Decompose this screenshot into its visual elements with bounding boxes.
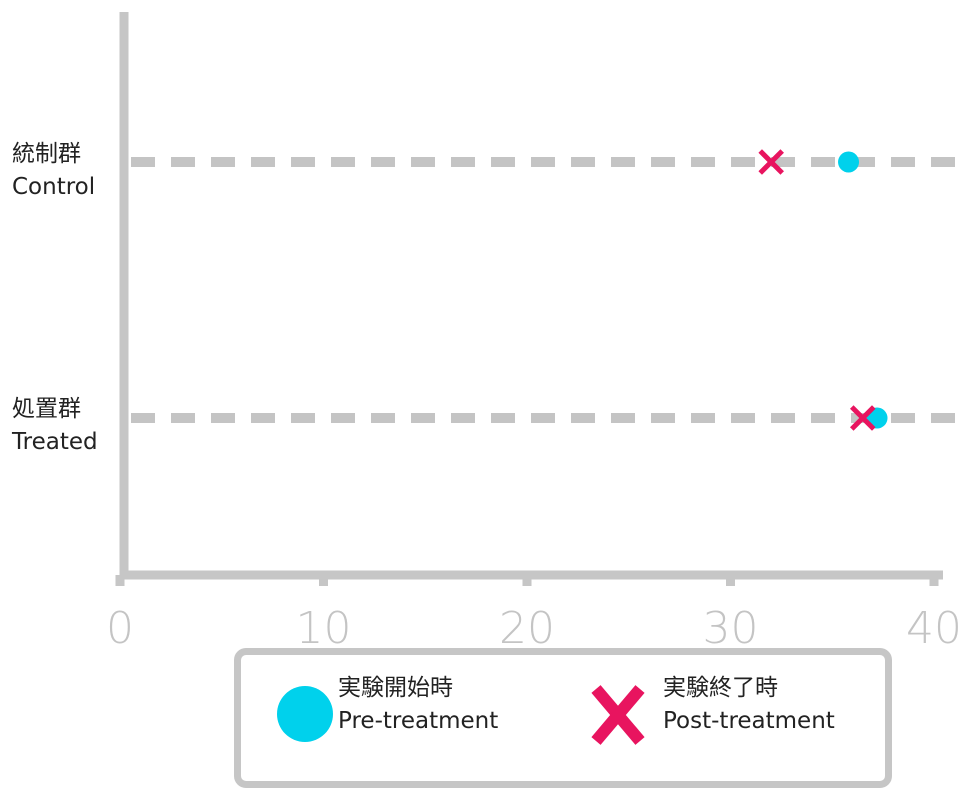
category-label-treated: 処置群 Treated xyxy=(12,393,98,459)
axes xyxy=(119,12,943,580)
chart-canvas: 0 10 20 30 40 xyxy=(106,12,962,654)
data-markers xyxy=(758,149,888,431)
legend-label-en: Pre-treatment xyxy=(338,708,499,734)
legend-item-pre: 実験開始時 Pre-treatment xyxy=(338,672,498,738)
legend-label-jp: 実験終了時 xyxy=(663,675,778,701)
x-ticks: 0 10 20 30 40 xyxy=(106,575,962,654)
legend-label-en: Post-treatment xyxy=(663,708,835,734)
legend: 実験開始時 Pre-treatment 実験終了時 Post-treatment xyxy=(234,648,892,788)
category-guide-lines xyxy=(131,157,962,423)
legend-circle-icon xyxy=(277,686,333,742)
category-label-jp: 処置群 xyxy=(12,396,81,422)
marker-pre-treatment-treated xyxy=(866,407,888,429)
category-label-jp: 統制群 xyxy=(12,141,81,167)
marker-post-treatment-treated xyxy=(850,405,876,431)
marker-pre-treatment-control xyxy=(838,151,860,173)
legend-label-jp: 実験開始時 xyxy=(338,675,453,701)
x-tick-label: 40 xyxy=(906,603,962,654)
marker-post-treatment-control xyxy=(758,149,784,175)
legend-cross-icon xyxy=(591,685,645,745)
category-label-en: Control xyxy=(12,174,96,200)
x-tick-label: 20 xyxy=(499,603,555,654)
x-tick-label: 10 xyxy=(296,603,352,654)
x-tick-label: 0 xyxy=(106,603,134,654)
x-tick-label: 30 xyxy=(703,603,759,654)
legend-item-post: 実験終了時 Post-treatment xyxy=(663,672,835,738)
category-label-control: 統制群 Control xyxy=(12,138,95,204)
category-label-en: Treated xyxy=(12,429,98,455)
